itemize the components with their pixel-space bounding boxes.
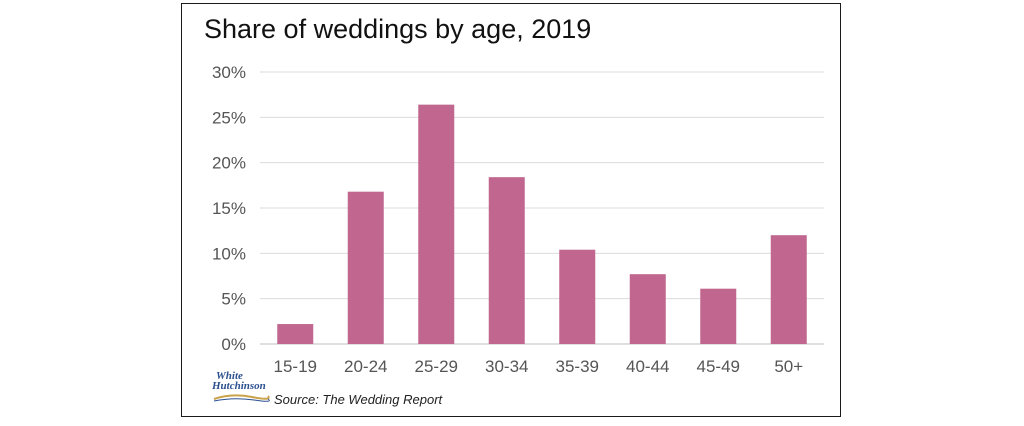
- chart-title: Share of weddings by age, 2019: [204, 14, 592, 44]
- y-tick-label: 15%: [212, 199, 246, 218]
- source-note: Source: The Wedding Report: [274, 392, 443, 407]
- y-tick-label: 10%: [212, 244, 246, 263]
- x-tick-label: 45-49: [697, 357, 740, 376]
- x-tick-label: 20-24: [344, 357, 387, 376]
- x-tick-label: 35-39: [556, 357, 599, 376]
- bar-35-39: [559, 249, 596, 344]
- y-tick-label: 30%: [212, 63, 246, 82]
- x-tick-label: 40-44: [626, 357, 669, 376]
- y-tick-label: 5%: [221, 290, 246, 309]
- bar-15-19: [277, 324, 314, 344]
- y-tick-label: 20%: [212, 154, 246, 173]
- bar-50+: [770, 235, 807, 344]
- bar-chart: 0% 5% 10% 15% 20% 25% 30% 15-19 20-24 25-29 30-34 3…: [212, 63, 824, 376]
- y-tick-label: 0%: [221, 335, 246, 354]
- white-hutchinson-logo: White Hutchinson: [212, 370, 270, 410]
- logo-swoosh-icon: [213, 394, 270, 402]
- bar-20-24: [347, 191, 384, 344]
- x-tick-label: 15-19: [274, 357, 317, 376]
- chart-frame: Share of weddings by age, 2019 0% 5% 10% 15…: [181, 3, 841, 417]
- x-tick-label: 30-34: [485, 357, 528, 376]
- bar-40-44: [629, 274, 666, 344]
- bar-25-29: [418, 104, 455, 344]
- x-tick-label: 50+: [774, 357, 803, 376]
- bar-45-49: [700, 288, 737, 344]
- x-tick-label: 25-29: [415, 357, 458, 376]
- bar-30-34: [488, 177, 525, 344]
- y-tick-label: 25%: [212, 108, 246, 127]
